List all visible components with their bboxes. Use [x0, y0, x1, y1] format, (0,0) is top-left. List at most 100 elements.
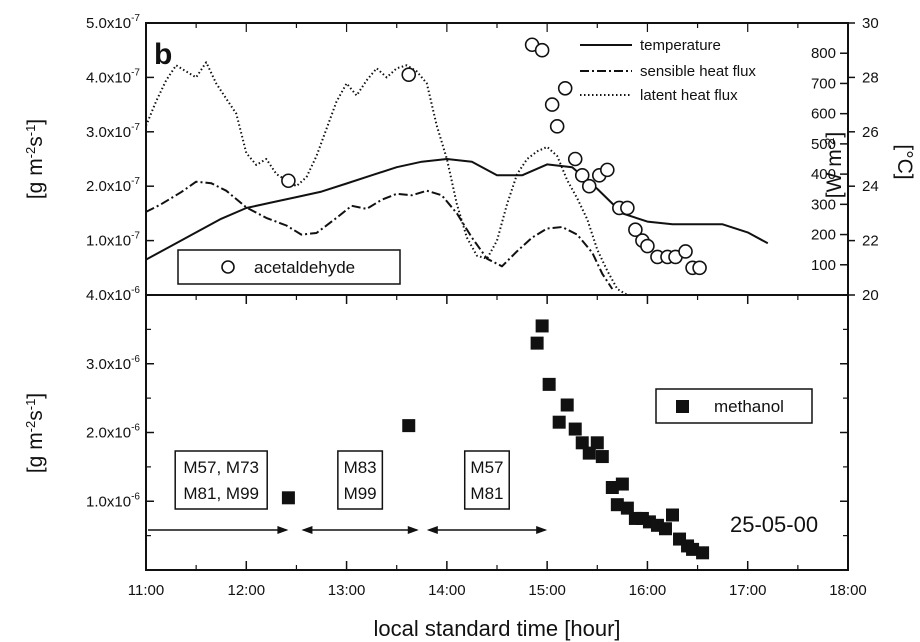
- x-tick-label-15-00: 15:00: [528, 582, 566, 599]
- methanol-point: [552, 415, 566, 429]
- methanol-point: [568, 422, 582, 436]
- temperature-tick-label-24: 24: [862, 178, 879, 195]
- methanol-point: [658, 522, 672, 536]
- acetaldehyde-point: [620, 200, 635, 216]
- acetaldehyde-point: [549, 119, 565, 134]
- annotation-arrowhead-right: [536, 526, 548, 534]
- acetaldehyde-label-frame: [177, 249, 401, 285]
- x-tick-label-16-00: 16:00: [629, 582, 667, 599]
- temperature-tick-label-22: 22: [862, 233, 879, 250]
- top-left-axis-title: [g m-2s-1]: [23, 119, 48, 199]
- acetaldehyde-point: [567, 151, 583, 167]
- bottom-y-axis-title: [g m-2s-1]: [23, 393, 48, 473]
- acetaldehyde-point: [401, 67, 417, 82]
- methanol-point: [281, 491, 295, 505]
- panel-top: 1.0x10-7 2.0x10-7 3.0x10-7 4.0x10-7 5.0x10-7…: [23, 13, 917, 304]
- acetaldehyde-point: [281, 173, 296, 189]
- panel-letter: b: [154, 38, 172, 71]
- top-left-tick-label-4: 4.0x10-7: [86, 67, 140, 86]
- acetaldehyde-point: [640, 238, 655, 254]
- panel-bottom: 1.0x10-6 2.0x10-6 3.0x10-6 4.0x10-6 11:00 12:…: [23, 285, 867, 641]
- legend-label-latent-heat-flux: latent heat flux: [640, 87, 738, 104]
- methanol-point: [402, 419, 416, 433]
- heat-flux-tick-label-600: 600: [811, 106, 836, 123]
- annotation-text-line: M81, M99: [183, 484, 259, 503]
- panel-bottom-ticks: 1.0x10-6 2.0x10-6 3.0x10-6 4.0x10-6 11:00 12:…: [86, 285, 867, 599]
- panel-top-ticks: 1.0x10-7 2.0x10-7 3.0x10-7 4.0x10-7 5.0x10-7…: [86, 13, 879, 304]
- methanol-point: [696, 546, 710, 560]
- x-tick-label-12-00: 12:00: [228, 582, 266, 599]
- x-axis-title: local standard time [hour]: [373, 616, 620, 641]
- methanol-legend-box: methanol: [655, 388, 813, 424]
- temperature-tick-label-28: 28: [862, 69, 879, 86]
- methanol-point: [620, 501, 634, 515]
- x-tick-label-17-00: 17:00: [729, 582, 767, 599]
- top-left-tick-label-5: 5.0x10-7: [86, 13, 140, 32]
- top-temperature-axis-title: [°C]: [893, 144, 916, 179]
- top-left-tick-label-2: 2.0x10-7: [86, 176, 140, 195]
- acetaldehyde-point: [544, 97, 560, 112]
- acetaldehyde-point: [600, 162, 615, 178]
- annotation-arrowhead-right: [407, 526, 419, 534]
- methanol-legend-text: methanol: [714, 397, 784, 416]
- annotation-text-line: M99: [344, 484, 377, 503]
- x-tick-label-18-00: 18:00: [829, 582, 867, 599]
- bottom-y-tick-label-3: 3.0x10-6: [86, 354, 140, 373]
- acetaldehyde-point: [574, 168, 590, 183]
- legend-label-sensible-heat-flux: sensible heat flux: [640, 63, 756, 80]
- methanol-point: [590, 436, 604, 450]
- annotation-box: [337, 450, 384, 510]
- methanol-point: [582, 446, 596, 460]
- line-sensible-heat-flux: [145, 180, 614, 290]
- methanol-point: [560, 398, 574, 412]
- temperature-tick-label-30: 30: [862, 15, 879, 32]
- line-temperature: [145, 158, 769, 261]
- top-left-tick-label-1: 1.0x10-7: [86, 231, 140, 250]
- acetaldehyde-label-box: acetaldehyde: [177, 249, 401, 285]
- methanol-point: [535, 319, 549, 333]
- temperature-tick-label-20: 20: [862, 287, 879, 304]
- acetaldehyde-label-marker: [221, 260, 235, 274]
- annotation-arrowhead-left: [301, 526, 313, 534]
- methanol-point: [610, 498, 624, 512]
- heat-flux-tick-label-300: 300: [811, 196, 836, 213]
- methanol-point: [530, 336, 544, 350]
- heat-flux-tick-label-500: 500: [811, 136, 836, 153]
- annotation-text-line: M57: [470, 458, 503, 477]
- panel-top-acetaldehyde-points: [281, 37, 707, 276]
- heat-flux-tick-label-800: 800: [811, 45, 836, 62]
- bottom-y-tick-label-2: 2.0x10-6: [86, 423, 140, 442]
- acetaldehyde-point: [678, 244, 693, 259]
- annotation-1: M57, M73 M81, M99: [148, 450, 289, 534]
- x-tick-label-14-00: 14:00: [428, 582, 466, 599]
- methanol-point: [615, 477, 629, 491]
- legend-label-temperature: temperature: [640, 37, 721, 54]
- heat-flux-tick-label-400: 400: [811, 166, 836, 183]
- methanol-point: [575, 436, 589, 450]
- methanol-point: [542, 377, 556, 391]
- methanol-point: [595, 450, 609, 464]
- annotation-text-line: M83: [344, 458, 377, 477]
- date-label: 25-05-00: [730, 512, 818, 537]
- acetaldehyde-point: [692, 260, 707, 276]
- acetaldehyde-point: [628, 222, 643, 238]
- heat-flux-tick-label-100: 100: [811, 257, 836, 274]
- top-left-tick-label-3: 3.0x10-7: [86, 122, 140, 141]
- bottom-y-tick-label-1: 1.0x10-6: [86, 491, 140, 510]
- methanol-point: [686, 542, 700, 556]
- heat-flux-tick-label-200: 200: [811, 227, 836, 244]
- annotation-arrowhead-left: [426, 526, 438, 534]
- acetaldehyde-point: [557, 80, 573, 96]
- panel-bottom-methanol-points: [281, 319, 710, 560]
- annotation-box: [174, 450, 268, 510]
- bottom-y-tick-label-4: 4.0x10-6: [86, 285, 140, 304]
- annotation-text-line: M81: [470, 484, 503, 503]
- x-tick-label-11-00: 11:00: [128, 582, 164, 599]
- panel-top-lines: [145, 61, 769, 296]
- x-tick-label-13-00: 13:00: [328, 582, 366, 599]
- acetaldehyde-point: [581, 178, 597, 194]
- legend: temperature sensible heat flux latent he…: [580, 37, 756, 104]
